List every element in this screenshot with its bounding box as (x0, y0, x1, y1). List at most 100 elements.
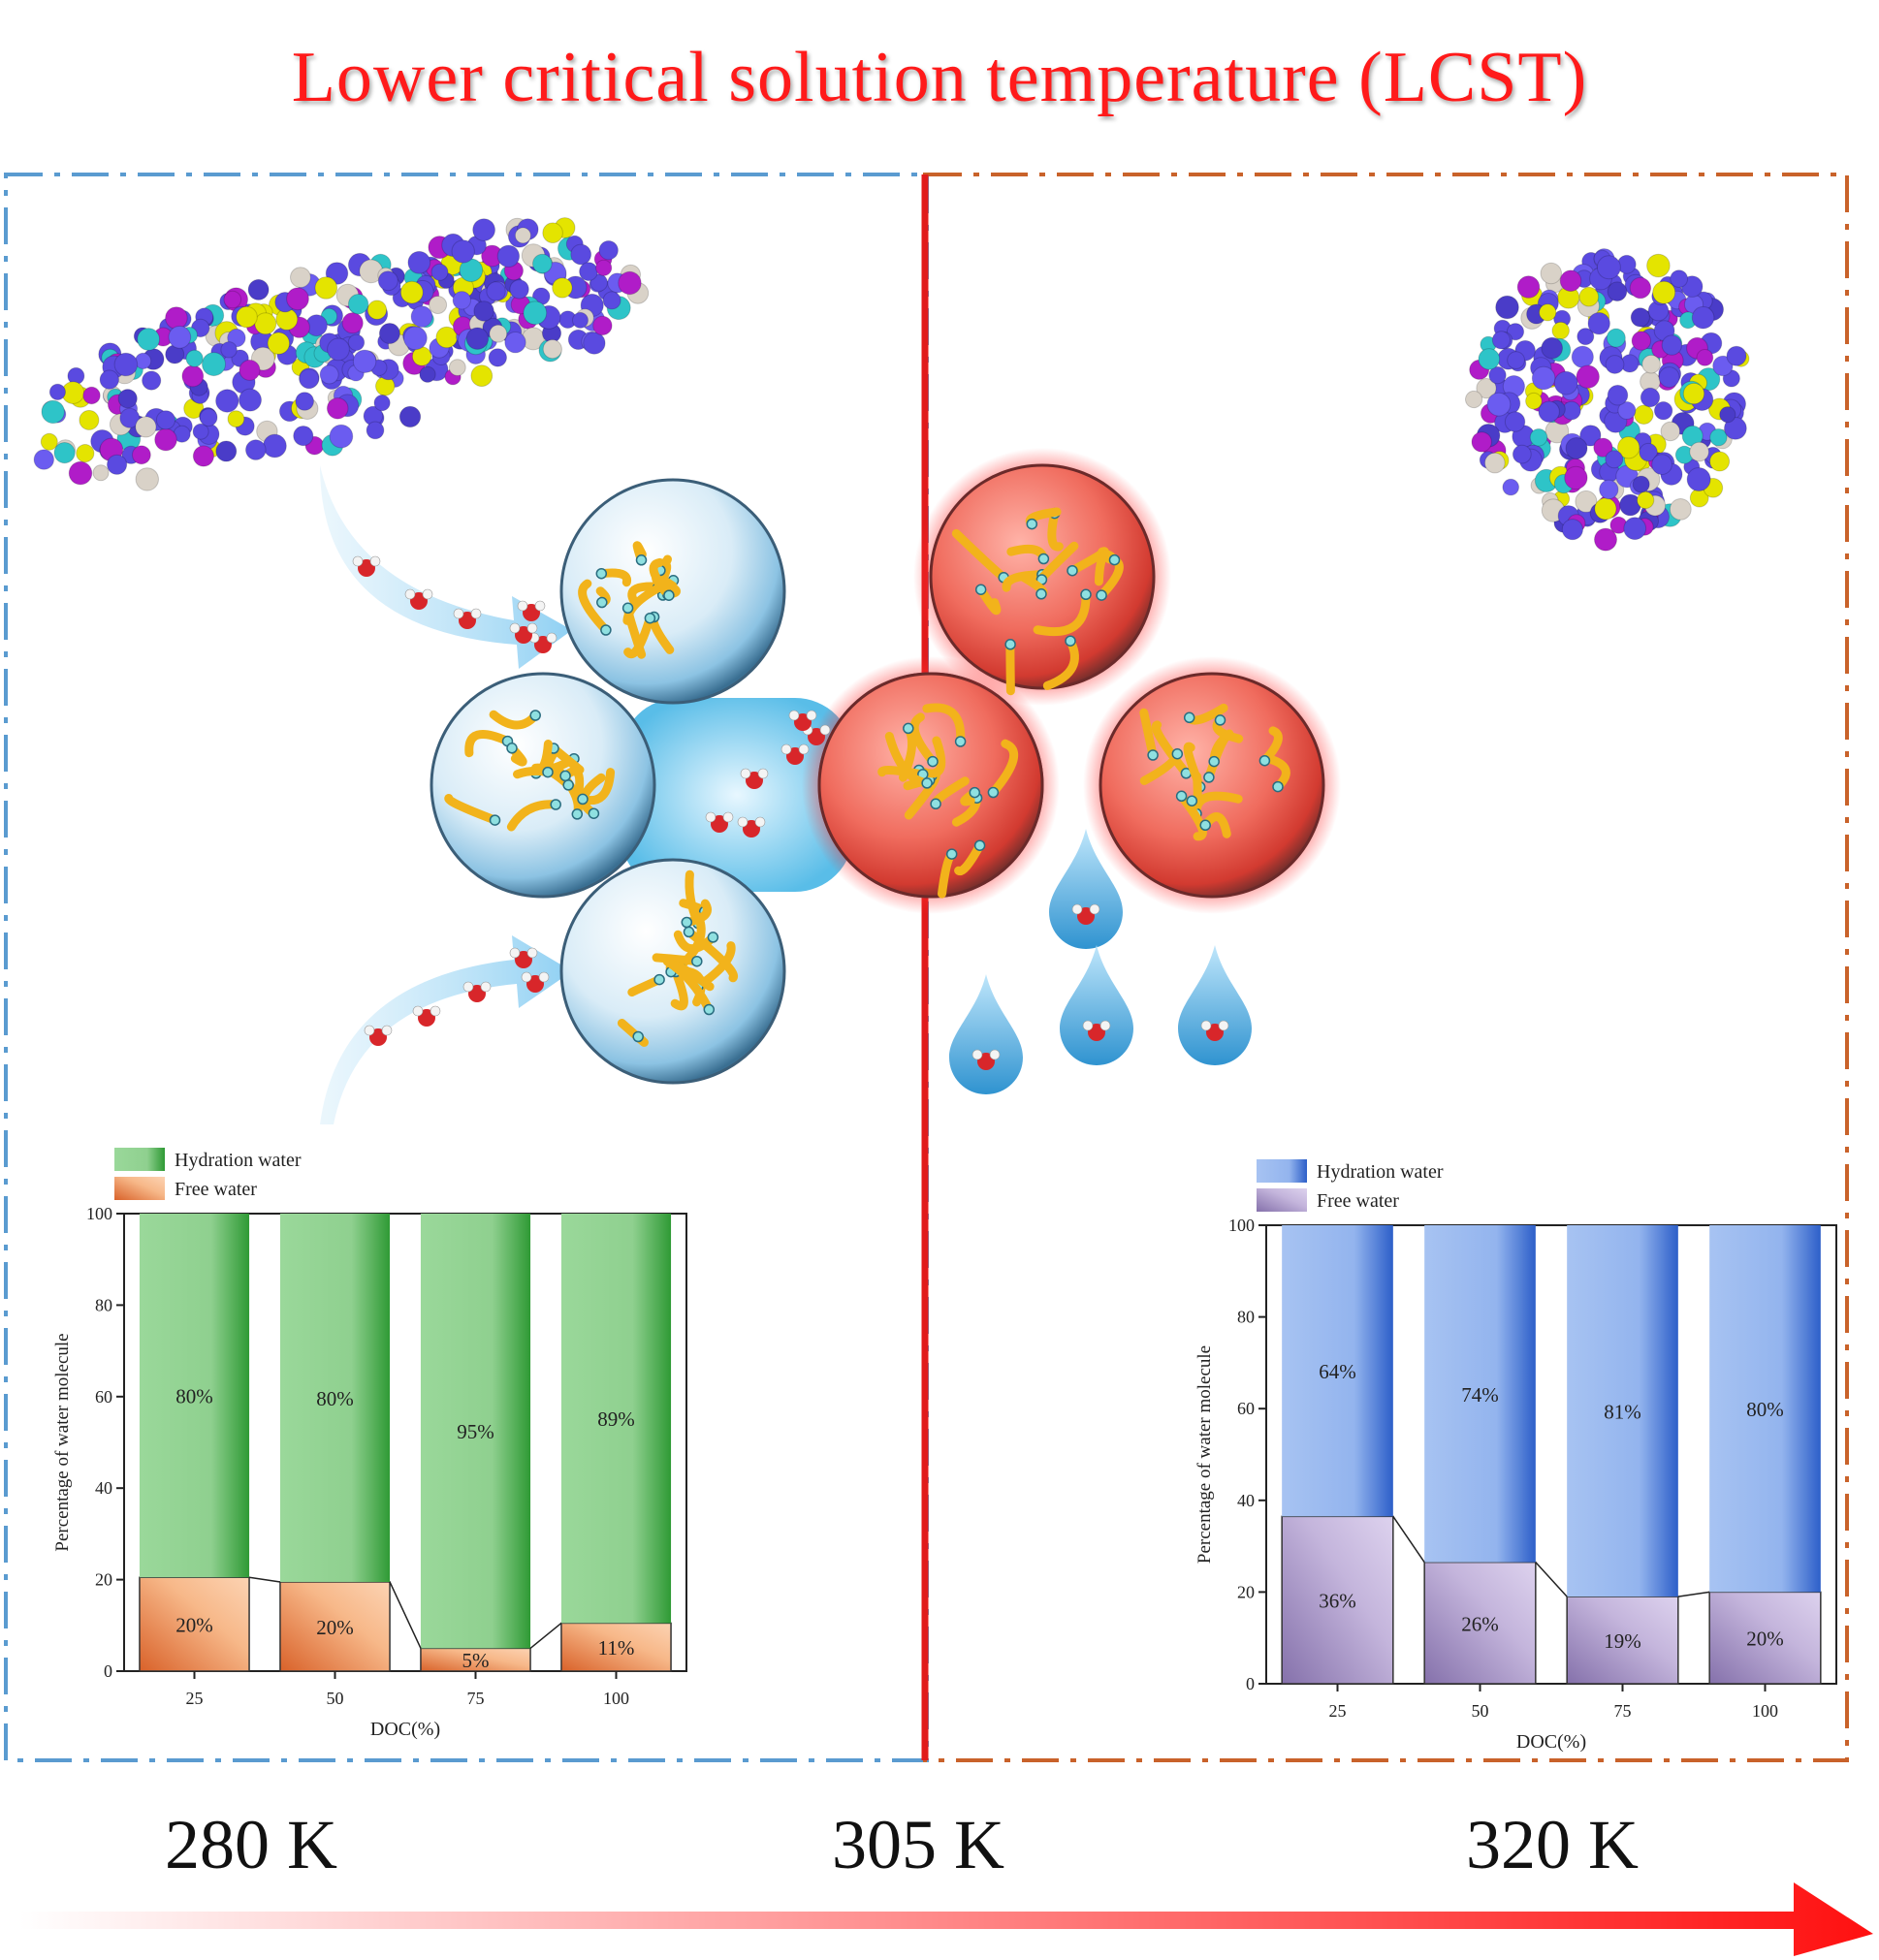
legend-label-hydration: Hydration water (175, 1150, 302, 1171)
polymer-atom (407, 250, 431, 274)
polymer-atom (589, 273, 609, 292)
crosslink-node (1004, 639, 1016, 650)
polymer-atom (430, 263, 449, 281)
polymer-atom (192, 423, 209, 440)
gel-sphere (1099, 672, 1325, 899)
polymer-atom (1576, 364, 1600, 389)
polymer-atom (488, 348, 507, 367)
legend-swatch-free (1257, 1188, 1307, 1212)
hydrogen-atom (517, 600, 528, 612)
hydrogen-atom (509, 622, 521, 634)
hydrogen-atom (1089, 903, 1100, 915)
free-water-label: 19% (1604, 1629, 1641, 1653)
crosslink-node (1026, 518, 1038, 530)
polymer-atom (598, 240, 619, 261)
hydrogen-atom (1082, 1020, 1094, 1031)
polymer-atom (82, 386, 101, 405)
free-water-bar (1281, 1515, 1394, 1685)
water-molecule (528, 632, 557, 653)
polymer-atom (236, 305, 258, 329)
x-tick-label: 75 (467, 1689, 485, 1708)
collapsed-gel-right (1083, 656, 1341, 914)
polymer-atom (1578, 286, 1600, 307)
collapsed-gel-top (913, 448, 1171, 706)
gel-chain (1047, 509, 1064, 552)
gel-chain (464, 730, 512, 758)
legend-swatch-hydration (114, 1148, 165, 1171)
polymer-atom (1658, 366, 1680, 389)
polymer-atom (1617, 401, 1637, 420)
hydrogen-atom (381, 1025, 393, 1036)
polymer-atom (1495, 295, 1519, 320)
crosslink-node (703, 1003, 716, 1016)
water-molecule (971, 1049, 1001, 1070)
gel-chain (1151, 720, 1191, 778)
free-water-label: 5% (462, 1649, 490, 1672)
connector-line (1677, 1591, 1710, 1597)
connector-line (248, 1576, 281, 1583)
polymer-atom (366, 300, 388, 320)
hydrogen-atom (705, 811, 717, 823)
y-tick-label: 100 (1228, 1216, 1255, 1235)
shrinking-gel-transition (802, 656, 1060, 914)
droplet-shape (949, 974, 1023, 1094)
polymer-atom (1661, 334, 1683, 356)
polymer-atom (1607, 281, 1628, 302)
polymer-atom (1565, 437, 1588, 459)
polymer-atom (299, 368, 320, 390)
swollen-gel-left (430, 672, 656, 899)
polymer-atom (1605, 450, 1624, 469)
gel-chain (1033, 589, 1091, 637)
hydrogen-atom (521, 971, 532, 983)
hydration-water-label: 80% (175, 1385, 213, 1408)
polymer-atom (1686, 467, 1711, 491)
hydration-water-bar (1424, 1225, 1536, 1563)
polymer-atom (552, 277, 573, 299)
free-water-bar (279, 1581, 391, 1672)
crosslink-node (559, 770, 571, 782)
polymer-atom (570, 243, 592, 266)
polymer-atom (1471, 431, 1492, 453)
y-tick-label: 40 (95, 1478, 112, 1498)
crosslink-node (681, 916, 693, 929)
gel-chain (976, 585, 1002, 616)
polymer-atom (1712, 355, 1734, 377)
polymer-atom (76, 444, 95, 463)
polymer-atom (1637, 490, 1655, 510)
droplet-shape (1060, 945, 1133, 1065)
hydrogen-atom (509, 947, 521, 959)
y-tick-label: 80 (1237, 1308, 1255, 1327)
x-axis-label: DOC(%) (370, 1719, 440, 1740)
free-water-label: 26% (1461, 1612, 1499, 1635)
polymer-atom (509, 279, 529, 300)
hydration-water-bar (420, 1214, 531, 1649)
polymer-atom (1646, 253, 1671, 278)
polymer-atom (41, 399, 65, 425)
gel-chain (652, 953, 702, 966)
crosslink-node (550, 799, 561, 810)
water-molecule (521, 971, 550, 993)
polymer-atom (373, 395, 391, 412)
hydrogen-atom (737, 816, 748, 828)
polymer-atom (1651, 454, 1672, 476)
crosslink-node (1199, 819, 1211, 832)
hydrogen-atom (819, 724, 831, 736)
crosslink-node (930, 798, 941, 810)
hydrogen-atom (1099, 1020, 1111, 1031)
hydrogen-atom (722, 811, 734, 823)
water-molecule (1200, 1020, 1229, 1041)
hydration-water-bar (139, 1214, 250, 1578)
hydration-water-label: 74% (1461, 1383, 1499, 1407)
hydrogen-atom (546, 632, 557, 644)
polymer-atom (1689, 441, 1709, 462)
hydration-water-label: 80% (316, 1387, 354, 1410)
plot-frame (123, 1213, 687, 1672)
crosslink-node (577, 793, 589, 806)
polymer-atom (398, 405, 422, 428)
polymer-atom (1670, 269, 1689, 289)
water-molecule (509, 947, 538, 968)
y-axis-label: Percentage of water molecule (1194, 1345, 1215, 1564)
polymer-atom (1531, 365, 1556, 391)
polymer-atom (489, 324, 508, 343)
